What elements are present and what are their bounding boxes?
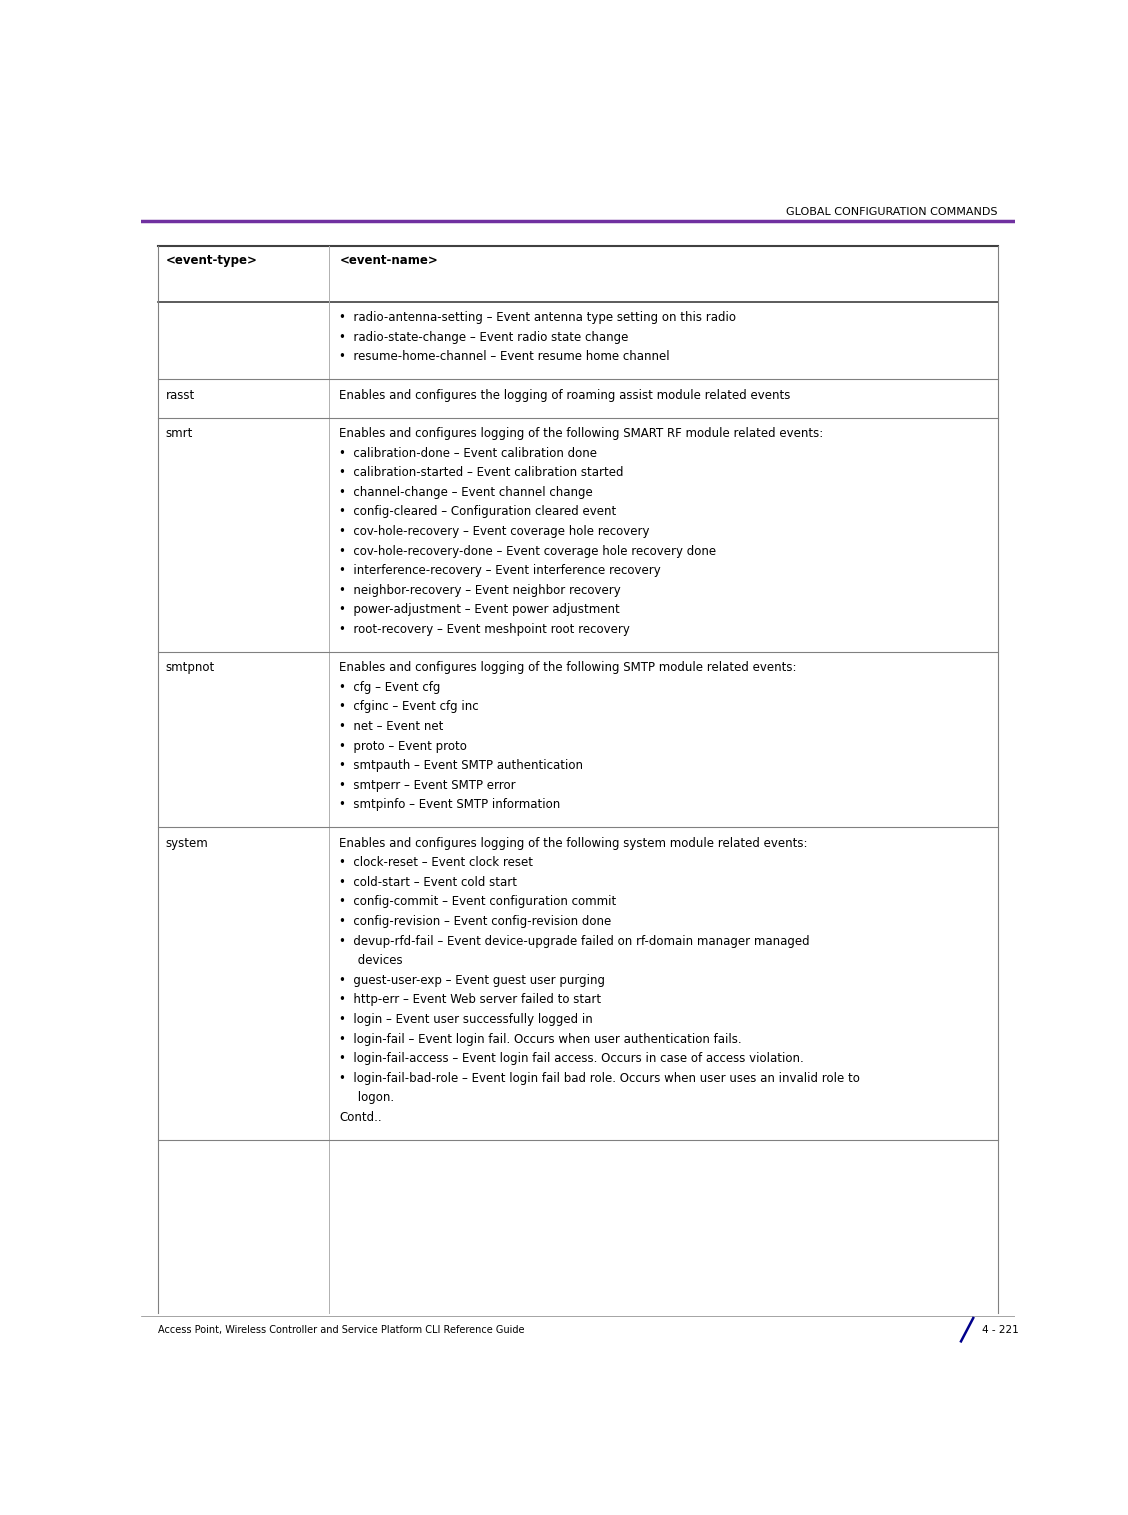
Text: •  http-err – Event Web server failed to start: • http-err – Event Web server failed to …: [340, 994, 601, 1006]
Text: devices: devices: [340, 954, 403, 967]
Text: •  cov-hole-recovery-done – Event coverage hole recovery done: • cov-hole-recovery-done – Event coverag…: [340, 544, 716, 558]
Text: •  config-commit – Event configuration commit: • config-commit – Event configuration co…: [340, 895, 617, 909]
Text: rasst: rasst: [166, 389, 195, 401]
Text: •  proto – Event proto: • proto – Event proto: [340, 739, 467, 753]
Text: •  smtperr – Event SMTP error: • smtperr – Event SMTP error: [340, 779, 517, 792]
Text: •  neighbor-recovery – Event neighbor recovery: • neighbor-recovery – Event neighbor rec…: [340, 583, 622, 597]
Text: <event-type>: <event-type>: [166, 255, 257, 267]
Text: •  radio-state-change – Event radio state change: • radio-state-change – Event radio state…: [340, 330, 628, 344]
Text: •  radio-antenna-setting – Event antenna type setting on this radio: • radio-antenna-setting – Event antenna …: [340, 311, 737, 324]
Text: •  interference-recovery – Event interference recovery: • interference-recovery – Event interfer…: [340, 564, 661, 577]
Text: Enables and configures logging of the following SMART RF module related events:: Enables and configures logging of the fo…: [340, 427, 823, 439]
Text: •  config-revision – Event config-revision done: • config-revision – Event config-revisio…: [340, 915, 611, 929]
Text: system: system: [166, 836, 209, 850]
Text: •  login-fail-bad-role – Event login fail bad role. Occurs when user uses an inv: • login-fail-bad-role – Event login fail…: [340, 1073, 861, 1085]
Text: •  smtpauth – Event SMTP authentication: • smtpauth – Event SMTP authentication: [340, 759, 583, 773]
Text: •  login – Event user successfully logged in: • login – Event user successfully logged…: [340, 1014, 593, 1026]
Text: Enables and configures logging of the following SMTP module related events:: Enables and configures logging of the fo…: [340, 661, 797, 674]
Text: Contd..: Contd..: [340, 1110, 382, 1124]
Text: •  power-adjustment – Event power adjustment: • power-adjustment – Event power adjustm…: [340, 603, 620, 617]
Text: •  cfg – Event cfg: • cfg – Event cfg: [340, 680, 441, 694]
Text: •  calibration-started – Event calibration started: • calibration-started – Event calibratio…: [340, 467, 624, 479]
Text: •  root-recovery – Event meshpoint root recovery: • root-recovery – Event meshpoint root r…: [340, 623, 631, 636]
Text: •  login-fail – Event login fail. Occurs when user authentication fails.: • login-fail – Event login fail. Occurs …: [340, 1033, 742, 1045]
Text: •  channel-change – Event channel change: • channel-change – Event channel change: [340, 486, 593, 498]
Text: •  resume-home-channel – Event resume home channel: • resume-home-channel – Event resume hom…: [340, 350, 670, 364]
Text: •  clock-reset – Event clock reset: • clock-reset – Event clock reset: [340, 856, 534, 870]
Text: •  login-fail-access – Event login fail access. Occurs in case of access violati: • login-fail-access – Event login fail a…: [340, 1053, 804, 1065]
Text: smrt: smrt: [166, 427, 193, 439]
Text: •  smtpinfo – Event SMTP information: • smtpinfo – Event SMTP information: [340, 798, 561, 812]
Text: •  cold-start – Event cold start: • cold-start – Event cold start: [340, 876, 518, 889]
Text: •  cfginc – Event cfg inc: • cfginc – Event cfg inc: [340, 700, 479, 714]
Text: •  config-cleared – Configuration cleared event: • config-cleared – Configuration cleared…: [340, 506, 617, 518]
Text: •  devup-rfd-fail – Event device-upgrade failed on rf-domain manager managed: • devup-rfd-fail – Event device-upgrade …: [340, 935, 810, 948]
Text: <event-name>: <event-name>: [340, 255, 438, 267]
Text: logon.: logon.: [340, 1091, 395, 1104]
Text: •  net – Event net: • net – Event net: [340, 720, 443, 733]
Text: •  calibration-done – Event calibration done: • calibration-done – Event calibration d…: [340, 447, 598, 459]
Text: Enables and configures logging of the following system module related events:: Enables and configures logging of the fo…: [340, 836, 808, 850]
Text: GLOBAL CONFIGURATION COMMANDS: GLOBAL CONFIGURATION COMMANDS: [786, 208, 997, 218]
Text: 4 - 221: 4 - 221: [982, 1324, 1019, 1335]
Text: Access Point, Wireless Controller and Service Platform CLI Reference Guide: Access Point, Wireless Controller and Se…: [158, 1324, 525, 1335]
Text: Enables and configures the logging of roaming assist module related events: Enables and configures the logging of ro…: [340, 389, 791, 401]
Text: •  cov-hole-recovery – Event coverage hole recovery: • cov-hole-recovery – Event coverage hol…: [340, 526, 650, 538]
Text: •  guest-user-exp – Event guest user purging: • guest-user-exp – Event guest user purg…: [340, 974, 606, 986]
Text: smtpnot: smtpnot: [166, 661, 214, 674]
